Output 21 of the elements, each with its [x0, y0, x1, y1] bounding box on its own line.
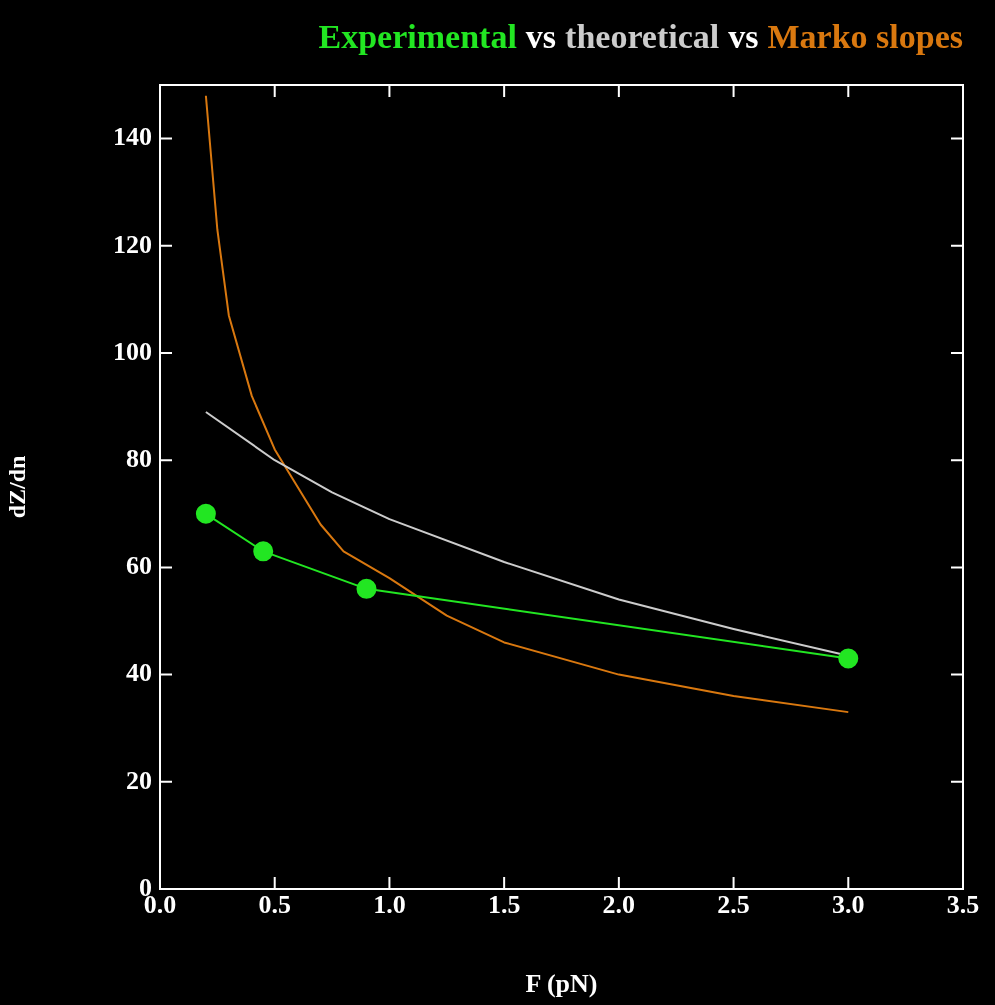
x-tick-label: 1.0: [373, 890, 406, 920]
text: Experimental: [318, 18, 517, 56]
text: vs: [525, 18, 557, 56]
y-tick-label: 120: [113, 229, 152, 259]
x-axis-title: F (pN): [525, 969, 598, 999]
x-tick-label: 2.5: [717, 890, 750, 920]
x-tick-label: 3.5: [946, 890, 980, 920]
y-tick-label: 20: [126, 765, 152, 795]
y-axis-title: dZ/dn: [3, 455, 30, 519]
text: vs: [728, 18, 759, 56]
x-tick-label: 3.0: [832, 890, 865, 920]
y-tick-label: 40: [126, 658, 152, 688]
y-tick-label: 80: [126, 443, 152, 473]
y-tick-label: 140: [113, 122, 152, 152]
text: theoretical: [565, 18, 720, 56]
x-tick-label: 1.5: [487, 890, 521, 920]
y-tick-label: 100: [113, 336, 152, 366]
text: Marko slopes: [767, 18, 963, 56]
y-tick-label: 60: [126, 551, 152, 581]
x-tick-label: 2.0: [602, 890, 636, 920]
x-tick-label: 0.5: [258, 890, 291, 920]
